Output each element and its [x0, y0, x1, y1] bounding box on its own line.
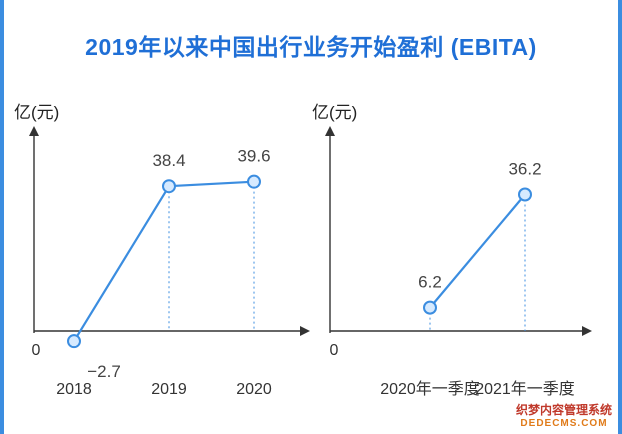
y-unit-label-2: 亿(元) [312, 103, 357, 122]
data-point-2-2 [518, 187, 532, 202]
chart-title: 2019年以来中国出行业务开始盈利 (EBITA) [85, 34, 537, 60]
data-point-2-1 [423, 300, 437, 315]
x-tick-label-1-3: 2020 [236, 381, 272, 398]
zero-label-2: 0 [330, 342, 339, 359]
zero-label-1: 0 [32, 342, 41, 359]
watermark: 织梦内容管理系统 DEDECMS.COM [511, 400, 616, 430]
x-tick-label-2-1: 2020年一季度 [380, 380, 480, 398]
x-tick-label-2-2: 2021年一季度 [475, 380, 575, 398]
value-label-1-3: 39.6 [237, 147, 270, 166]
value-label-1-1: −2.7 [87, 362, 121, 381]
value-label-2-2: 36.2 [508, 159, 541, 178]
data-point-1-2 [162, 179, 176, 194]
value-label-2-1: 6.2 [418, 273, 442, 292]
watermark-line2: DEDECMS.COM [520, 418, 608, 429]
watermark-line1: 织梦内容管理系统 [515, 403, 612, 417]
x-axis-arrow-1 [300, 326, 310, 336]
y-axis-arrow-2 [325, 126, 335, 136]
x-axis-arrow-2 [582, 326, 592, 336]
x-tick-label-1-1: 2018 [56, 381, 92, 398]
series-line-1 [73, 180, 255, 342]
value-label-1-2: 38.4 [152, 151, 185, 170]
data-point-1-3 [247, 174, 261, 189]
y-unit-label-1: 亿(元) [14, 103, 59, 122]
x-tick-label-1-2: 2019 [151, 381, 187, 398]
data-point-1-1 [67, 334, 81, 349]
y-axis-arrow-1 [29, 126, 39, 136]
series-line-2 [429, 193, 526, 309]
